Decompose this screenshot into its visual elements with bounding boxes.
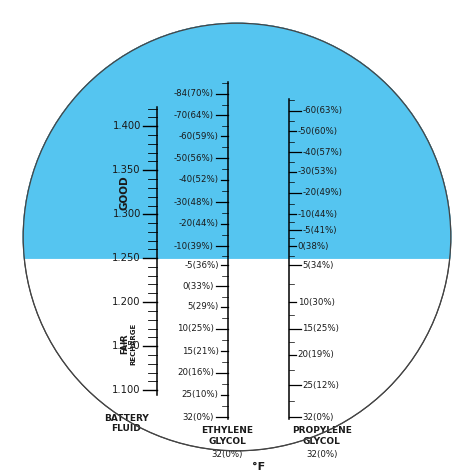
Text: 10(25%): 10(25%) — [177, 324, 214, 333]
Circle shape — [23, 23, 451, 451]
Text: 32(0%): 32(0%) — [302, 412, 334, 421]
Text: -84(70%): -84(70%) — [174, 89, 214, 98]
Text: 0(33%): 0(33%) — [182, 282, 214, 291]
Text: BATTERY
FLUID: BATTERY FLUID — [104, 414, 149, 433]
Text: PROPYLENE
GLYCOL: PROPYLENE GLYCOL — [292, 427, 352, 446]
Text: RECHARGE: RECHARGE — [130, 323, 137, 365]
Text: 25(10%): 25(10%) — [182, 391, 219, 400]
Text: ETHYLENE
GLYCOL: ETHYLENE GLYCOL — [201, 427, 254, 446]
Text: 32(0%): 32(0%) — [182, 412, 214, 421]
Text: 20(19%): 20(19%) — [298, 350, 335, 359]
Text: -60(59%): -60(59%) — [179, 132, 219, 141]
Text: 1.100: 1.100 — [112, 385, 141, 395]
Text: 15(25%): 15(25%) — [302, 324, 339, 333]
Text: -70(64%): -70(64%) — [174, 111, 214, 120]
Text: 1.200: 1.200 — [112, 297, 141, 307]
Text: 1.150: 1.150 — [112, 341, 141, 351]
Text: -40(52%): -40(52%) — [179, 175, 219, 184]
Text: 10(30%): 10(30%) — [298, 298, 335, 307]
Text: 1.300: 1.300 — [112, 210, 141, 219]
Text: 15(21%): 15(21%) — [182, 346, 219, 356]
Text: -50(60%): -50(60%) — [298, 127, 338, 136]
Text: -20(49%): -20(49%) — [302, 188, 342, 197]
Text: -5(41%): -5(41%) — [302, 226, 337, 235]
Text: -60(63%): -60(63%) — [302, 106, 343, 115]
Text: 1.400: 1.400 — [112, 121, 141, 131]
Text: -10(44%): -10(44%) — [298, 210, 338, 219]
Text: -30(53%): -30(53%) — [298, 167, 338, 176]
Text: 5(34%): 5(34%) — [302, 261, 334, 270]
Text: 1.350: 1.350 — [112, 165, 141, 175]
Polygon shape — [23, 23, 451, 258]
Text: -40(57%): -40(57%) — [302, 148, 343, 157]
Text: 5(29%): 5(29%) — [187, 302, 219, 311]
Text: FAIR: FAIR — [120, 333, 129, 354]
Text: -5(36%): -5(36%) — [184, 261, 219, 270]
Text: -10(39%): -10(39%) — [174, 242, 214, 251]
Text: -30(48%): -30(48%) — [174, 198, 214, 207]
Text: 1.250: 1.250 — [112, 253, 141, 263]
Text: °F: °F — [252, 462, 265, 472]
Text: 32(0%): 32(0%) — [306, 450, 337, 459]
Text: 20(16%): 20(16%) — [177, 368, 214, 377]
Text: 32(0%): 32(0%) — [212, 450, 243, 459]
Text: -20(44%): -20(44%) — [179, 219, 219, 228]
Text: GOOD: GOOD — [120, 175, 130, 210]
Text: -50(56%): -50(56%) — [174, 154, 214, 163]
Text: 25(12%): 25(12%) — [302, 381, 339, 390]
Text: 0(38%): 0(38%) — [298, 242, 329, 251]
